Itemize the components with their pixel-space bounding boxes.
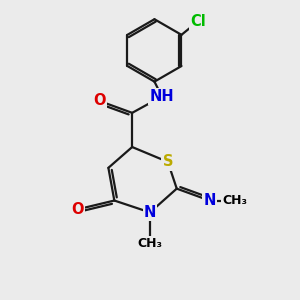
- Text: CH₃: CH₃: [222, 194, 247, 207]
- Text: N: N: [144, 205, 156, 220]
- Text: Cl: Cl: [190, 14, 206, 29]
- Text: S: S: [163, 154, 173, 169]
- Text: NH: NH: [150, 89, 174, 104]
- Text: O: O: [93, 94, 106, 109]
- Text: O: O: [71, 202, 83, 217]
- Text: N: N: [203, 193, 216, 208]
- Text: CH₃: CH₃: [137, 237, 163, 250]
